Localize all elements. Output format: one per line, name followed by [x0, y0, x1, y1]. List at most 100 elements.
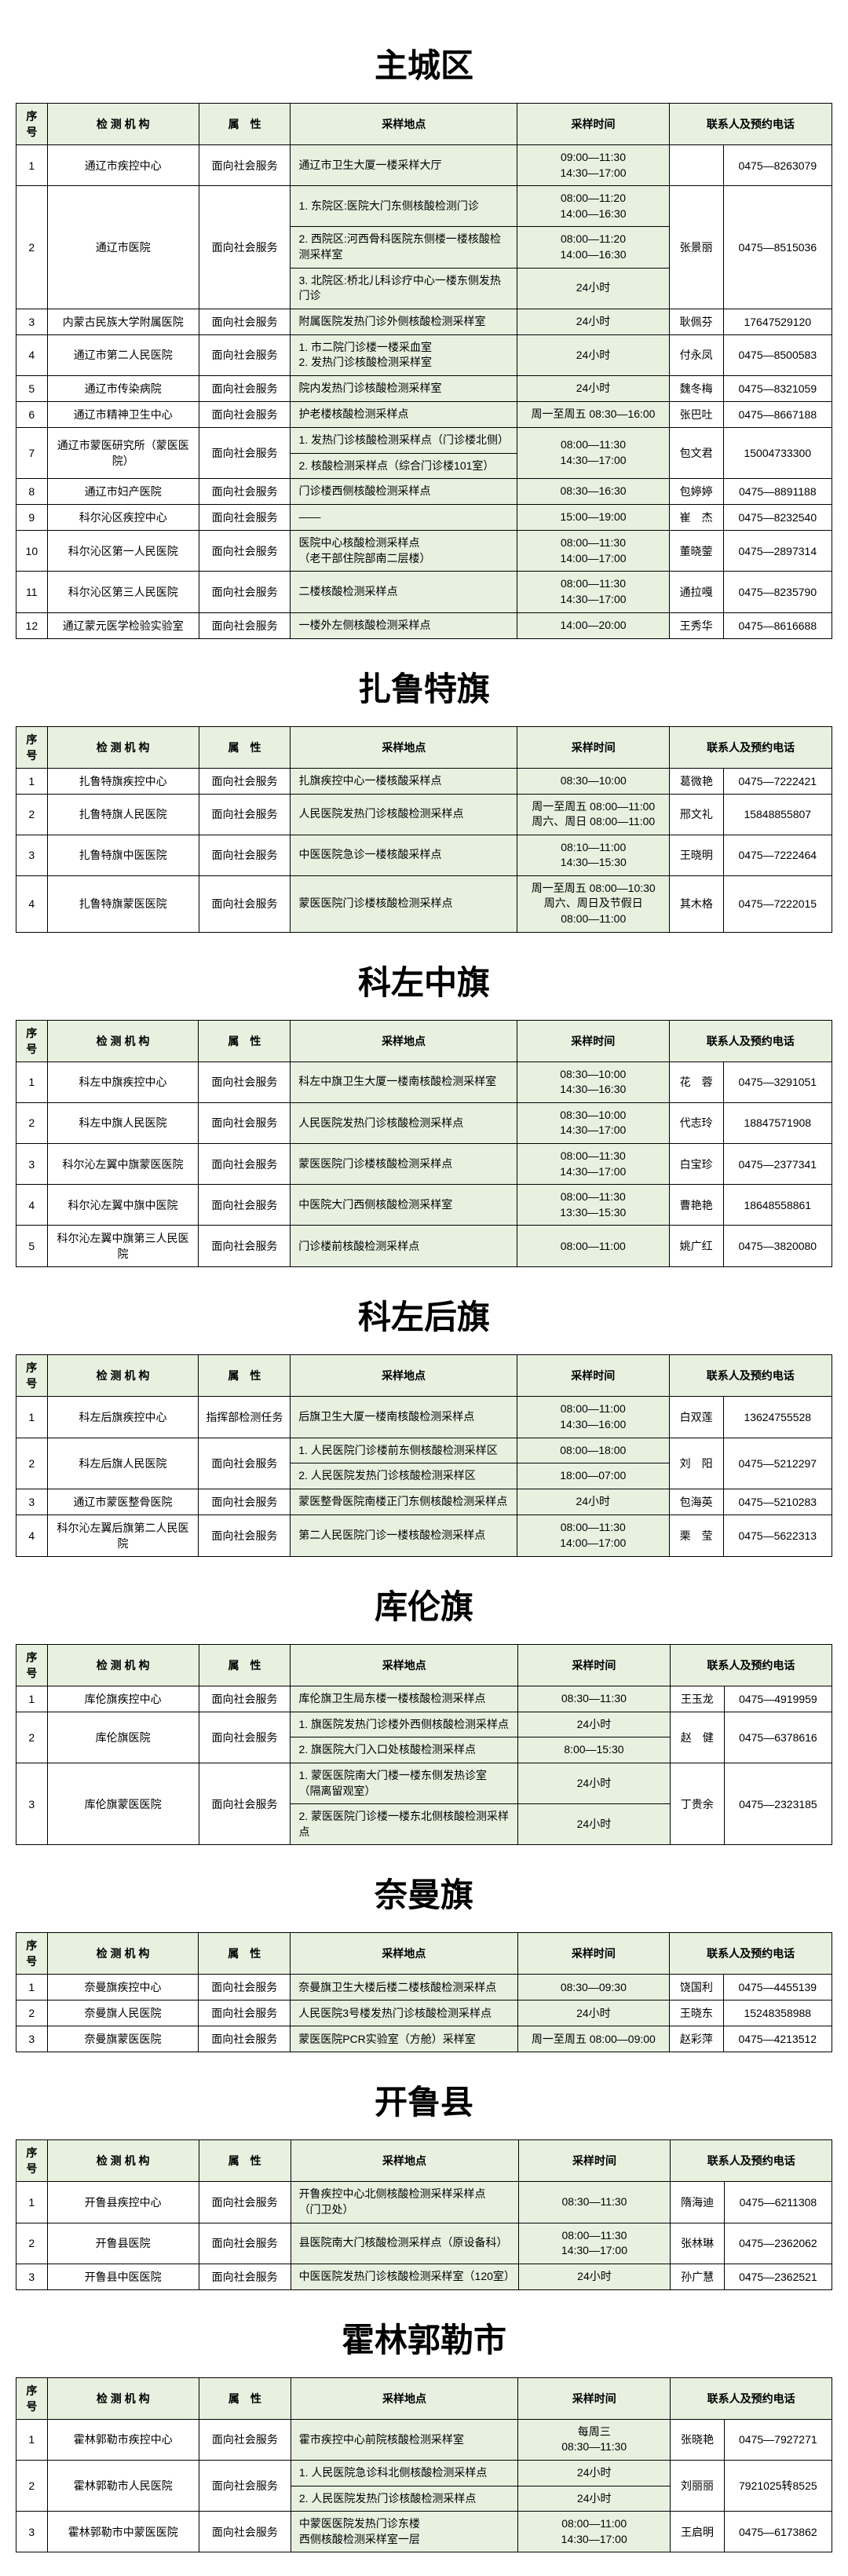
table-header: 属 性: [199, 2377, 291, 2419]
cell-location: 1. 东院区:医院大门东侧核酸检测门诊: [291, 186, 517, 227]
section-title: 库伦旗: [16, 1580, 832, 1628]
cell-phone: 0475—2362062: [724, 2223, 832, 2264]
cell-attribute: 面向社会服务: [199, 334, 291, 375]
cell-contact: 葛微艳: [670, 768, 723, 794]
table-row: 3科尔沁左翼中旗蒙医医院面向社会服务蒙医医院门诊楼核酸检测采样点08:00—11…: [16, 1144, 832, 1185]
cell-attribute: 面向社会服务: [199, 427, 291, 478]
cell-attribute: 面向社会服务: [199, 2419, 291, 2460]
cell-seq: 5: [16, 1226, 48, 1267]
cell-phone: 0475—6211308: [724, 2182, 832, 2223]
cell-time: 08:00—11:3014:30—17:00: [517, 572, 669, 612]
cell-phone: 0475—5210283: [723, 1489, 832, 1515]
cell-location: 中医医院发热门诊核酸检测采样室（120室）: [291, 2264, 518, 2289]
table-row: 5科尔沁左翼中旗第三人民医院面向社会服务门诊楼前核酸检测采样点08:00—11:…: [16, 1226, 832, 1267]
table-row: 4通辽市第二人民医院面向社会服务1. 市二院门诊楼一楼采血室2. 发热门诊核酸检…: [16, 334, 832, 375]
cell-phone: 17647529120: [723, 309, 832, 334]
table-header: 序号: [16, 726, 48, 768]
cell-location: 门诊楼前核酸检测采样点: [291, 1226, 517, 1267]
cell-attribute: 面向社会服务: [199, 1686, 291, 1712]
cell-institution: 扎鲁特旗中医医院: [47, 835, 199, 875]
table-header: 采样地点: [291, 1355, 517, 1397]
cell-attribute: 面向社会服务: [199, 2460, 291, 2511]
cell-time: 08:00—11:3014:00—17:00: [517, 1515, 669, 1556]
cell-attribute: 指挥部检测任务: [199, 1397, 291, 1438]
cell-attribute: 面向社会服务: [199, 1438, 291, 1489]
cell-contact: 刘丽丽: [671, 2460, 724, 2511]
data-table: 序号检 测 机 构属 性采样地点采样时间联系人及预约电话1扎鲁特旗疾控中心面向社…: [16, 726, 832, 933]
cell-contact: 崔 杰: [669, 505, 723, 531]
cell-phone: 0475—8891188: [723, 479, 832, 505]
table-header: 采样地点: [291, 726, 517, 768]
cell-institution: 科尔沁左翼中旗第三人民医院: [47, 1226, 199, 1267]
cell-time: 每周三08:30—11:30: [518, 2419, 671, 2460]
cell-time: 24小时: [517, 268, 669, 309]
cell-institution: 科左后旗人民医院: [47, 1438, 199, 1489]
cell-contact: 赵 健: [670, 1712, 724, 1763]
table-header: 属 性: [199, 1020, 291, 1061]
cell-phone: 0475—4919959: [724, 1686, 832, 1712]
table-row: 1霍林郭勒市疾控中心面向社会服务霍市疾控中心前院核酸检测采样室每周三08:30—…: [16, 2419, 832, 2460]
cell-institution: 库伦旗蒙医医院: [47, 1763, 199, 1844]
table-row: 2霍林郭勒市人民医院面向社会服务1. 人民医院急诊科北侧核酸检测采样点24小时刘…: [16, 2460, 832, 2486]
table-row: 2扎鲁特旗人民医院面向社会服务人民医院发热门诊核酸检测采样点周一至周五 08:0…: [16, 794, 832, 835]
cell-phone: 0475—2897314: [723, 531, 832, 572]
cell-phone: 7921025转8525: [724, 2460, 832, 2511]
cell-contact: 刘 阳: [669, 1438, 723, 1489]
data-table: 序号检 测 机 构属 性采样地点采样时间联系人及预约电话1库伦旗疾控中心面向社会…: [16, 1644, 832, 1846]
cell-attribute: 面向社会服务: [199, 309, 291, 334]
cell-time: 18:00—07:00: [517, 1463, 669, 1489]
table-row: 3内蒙古民族大学附属医院面向社会服务附属医院发热门诊外侧核酸检测采样室24小时耿…: [16, 309, 832, 334]
cell-attribute: 面向社会服务: [199, 612, 291, 638]
cell-institution: 通辽市传染病院: [47, 375, 199, 401]
cell-phone: 0475—7222015: [723, 875, 832, 932]
table-row: 8通辽市妇产医院面向社会服务门诊楼西侧核酸检测采样点08:30—16:30包婷婷…: [16, 479, 832, 505]
cell-phone: 15248358988: [723, 2001, 832, 2026]
table-row: 2开鲁县医院面向社会服务县医院南大门核酸检测采样点（原设备科）08:00—11:…: [16, 2223, 832, 2264]
table-header: 采样时间: [517, 1933, 670, 1975]
table-row: 1开鲁县疾控中心面向社会服务开鲁疾控中心北侧核酸检测采样采样点（门卫处）08:3…: [16, 2182, 832, 2223]
cell-location: 开鲁疾控中心北侧核酸检测采样采样点（门卫处）: [291, 2182, 518, 2223]
data-table: 序号检 测 机 构属 性采样地点采样时间联系人及预约电话1霍林郭勒市疾控中心面向…: [16, 2377, 832, 2553]
section-title: 开鲁县: [16, 2076, 832, 2124]
table-header: 采样地点: [291, 1933, 517, 1975]
cell-attribute: 面向社会服务: [199, 2512, 291, 2552]
cell-phone: 15848855807: [723, 794, 832, 835]
cell-contact: 张巴吐: [669, 401, 723, 427]
cell-attribute: 面向社会服务: [199, 2264, 291, 2289]
cell-seq: 2: [16, 2460, 48, 2511]
cell-seq: 3: [16, 835, 48, 875]
cell-contact: 栗 莹: [669, 1515, 723, 1556]
cell-seq: 2: [16, 2223, 48, 2264]
cell-attribute: 面向社会服务: [199, 375, 291, 401]
cell-attribute: 面向社会服务: [199, 2182, 291, 2223]
section-title: 科左后旗: [16, 1291, 832, 1339]
table-row: 1科左中旗疾控中心面向社会服务科左中旗卫生大厦一楼南核酸检测采样室08:30—1…: [16, 1061, 832, 1102]
cell-attribute: 面向社会服务: [199, 1712, 291, 1763]
cell-seq: 3: [16, 1489, 48, 1515]
cell-institution: 通辽市妇产医院: [47, 479, 199, 505]
cell-attribute: 面向社会服务: [199, 835, 291, 875]
cell-seq: 1: [16, 1975, 48, 2001]
cell-attribute: 面向社会服务: [199, 1226, 291, 1267]
cell-attribute: 面向社会服务: [199, 401, 291, 427]
table-header: 属 性: [199, 1644, 291, 1686]
cell-time: 8:00—15:30: [517, 1737, 670, 1763]
table-header: 采样时间: [517, 104, 669, 145]
cell-location: 扎旗疾控中心一楼核酸采样点: [291, 768, 517, 794]
table-header: 检 测 机 构: [47, 726, 199, 768]
cell-contact: 孙广慧: [671, 2264, 724, 2289]
cell-institution: 奈曼旗疾控中心: [47, 1975, 199, 2001]
cell-phone: 0475—8616688: [723, 612, 832, 638]
cell-institution: 霍林郭勒市人民医院: [47, 2460, 199, 2511]
cell-location: 2. 人民医院发热门诊核酸检测采样区: [291, 1463, 517, 1489]
section-title: 科左中旗: [16, 956, 832, 1004]
cell-location: 1. 人民医院急诊科北侧核酸检测采样点: [291, 2460, 517, 2486]
cell-contact: 耿佩芬: [669, 309, 723, 334]
cell-time: 08:30—11:30: [517, 1686, 670, 1712]
table-row: 2库伦旗医院面向社会服务1. 旗医院发热门诊楼外西侧核酸检测采样点24小时赵 健…: [16, 1712, 832, 1737]
cell-institution: 通辽市疾控中心: [47, 145, 199, 186]
cell-attribute: 面向社会服务: [199, 145, 291, 186]
cell-location: 蒙医医院PCR实验室（方舱）采样室: [291, 2026, 517, 2052]
cell-seq: 1: [16, 768, 48, 794]
section-title: 主城区: [16, 39, 832, 87]
